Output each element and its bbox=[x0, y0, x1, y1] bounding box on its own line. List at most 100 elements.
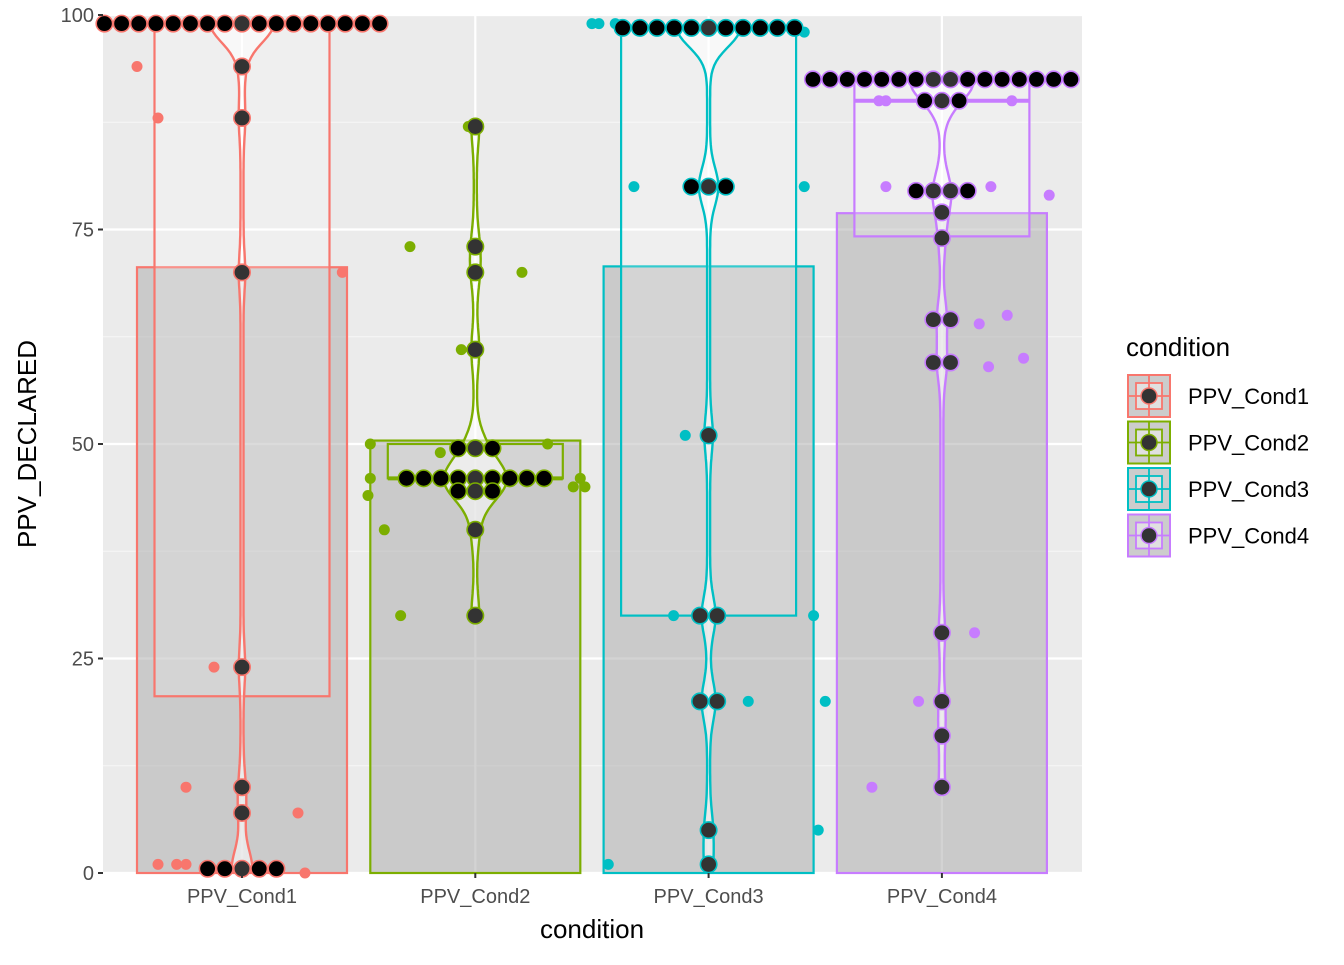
jitter-point bbox=[336, 266, 348, 278]
dotplot-dot bbox=[215, 14, 234, 33]
dotplot-dot bbox=[665, 18, 684, 37]
jitter-point bbox=[973, 318, 985, 330]
dotplot-dot bbox=[466, 520, 485, 539]
dotplot-dot bbox=[924, 181, 943, 200]
dotplot-dot bbox=[233, 108, 252, 127]
dotplot-dot bbox=[958, 70, 977, 89]
dotplot-dot bbox=[535, 469, 554, 488]
dotplot-dot bbox=[449, 439, 468, 458]
dotplot-dot bbox=[483, 439, 502, 458]
dotplot-dot bbox=[932, 623, 951, 642]
dotplot-dot bbox=[613, 18, 632, 37]
dotplot-dot bbox=[95, 14, 114, 33]
jitter-point bbox=[812, 824, 824, 836]
jitter-point bbox=[364, 438, 376, 450]
jitter-point bbox=[880, 95, 892, 107]
jitter-point bbox=[1001, 309, 1013, 321]
dotplot-dot bbox=[198, 14, 217, 33]
dotplot-dot bbox=[768, 18, 787, 37]
plot-layers bbox=[95, 14, 1080, 879]
jitter-point bbox=[985, 181, 997, 193]
jitter-point bbox=[542, 438, 554, 450]
dotplot-dot bbox=[233, 57, 252, 76]
jitter-point bbox=[579, 481, 591, 493]
dotplot-dot bbox=[932, 692, 951, 711]
y-tick-label: 100 bbox=[61, 5, 94, 27]
legend-item-PPV_Cond2: PPV_Cond2 bbox=[1127, 420, 1309, 465]
jitter-point bbox=[299, 867, 311, 879]
dotplot-dot bbox=[466, 237, 485, 256]
dotplot-dot bbox=[941, 70, 960, 89]
dotplot-dot bbox=[838, 70, 857, 89]
x-tick-label: PPV_Cond2 bbox=[420, 886, 530, 908]
jitter-point bbox=[602, 858, 614, 870]
dotplot-dot bbox=[975, 70, 994, 89]
dotplot-dot bbox=[414, 469, 433, 488]
legend-title: condition bbox=[1126, 332, 1230, 362]
jitter-point bbox=[1018, 352, 1030, 364]
jitter-point bbox=[378, 524, 390, 536]
dotplot-dot bbox=[907, 70, 926, 89]
dotplot-dot bbox=[932, 726, 951, 745]
dotplot-dot bbox=[647, 18, 666, 37]
dotplot-dot bbox=[821, 70, 840, 89]
dotplot-dot bbox=[449, 482, 468, 501]
dotplot-dot bbox=[950, 91, 969, 110]
legend-label: PPV_Cond4 bbox=[1188, 524, 1309, 549]
legend: condition PPV_Cond1 PPV_Cond2 PPV_Cond3 PPV… bbox=[1126, 332, 1309, 558]
dotplot-dot bbox=[630, 18, 649, 37]
dotplot-dot bbox=[267, 14, 286, 33]
dotplot-dot bbox=[164, 14, 183, 33]
jitter-point bbox=[152, 858, 164, 870]
x-tick-label: PPV_Cond3 bbox=[654, 886, 764, 908]
jitter-point bbox=[628, 181, 640, 193]
dotplot-dot bbox=[932, 229, 951, 248]
jitter-point bbox=[983, 361, 995, 373]
dotplot-dot bbox=[250, 14, 269, 33]
y-tick-label: 0 bbox=[83, 863, 94, 885]
dotplot-dot bbox=[924, 353, 943, 372]
jitter-point bbox=[1006, 95, 1018, 107]
dotplot-dot bbox=[233, 803, 252, 822]
jitter-point bbox=[866, 781, 878, 793]
jitter-point bbox=[574, 472, 586, 484]
condition-group-PPV_Cond4 bbox=[803, 70, 1080, 875]
jitter-point bbox=[798, 181, 810, 193]
dotplot-dot bbox=[889, 70, 908, 89]
dotplot-dot bbox=[301, 14, 320, 33]
y-tick-label: 50 bbox=[72, 434, 94, 456]
jitter-point bbox=[913, 695, 925, 707]
dotplot-dot bbox=[924, 310, 943, 329]
dotplot-dot bbox=[466, 263, 485, 282]
dotplot-dot bbox=[941, 181, 960, 200]
jitter-point bbox=[1043, 189, 1055, 201]
legend-key-dot bbox=[1140, 480, 1158, 498]
dotplot-dot bbox=[803, 70, 822, 89]
dotplot-dot bbox=[466, 117, 485, 136]
dotplot-dot bbox=[112, 14, 131, 33]
legend-label: PPV_Cond1 bbox=[1188, 384, 1309, 409]
y-axis-title: PPV_DECLARED bbox=[12, 340, 42, 548]
legend-key-dot bbox=[1140, 387, 1158, 405]
jitter-point bbox=[180, 858, 192, 870]
dotplot-dot bbox=[466, 606, 485, 625]
jitter-point bbox=[180, 781, 192, 793]
dotplot-dot bbox=[682, 18, 701, 37]
dotplot-dot bbox=[941, 310, 960, 329]
dotplot-dot bbox=[353, 14, 372, 33]
dotplot-dot bbox=[733, 18, 752, 37]
dotplot-dot bbox=[267, 859, 286, 878]
y-axis: 0 25 50 75 100 bbox=[61, 5, 103, 885]
legend-item-PPV_Cond3: PPV_Cond3 bbox=[1127, 467, 1309, 511]
x-tick-label: PPV_Cond1 bbox=[187, 886, 297, 908]
dotplot-dot bbox=[699, 177, 718, 196]
dotplot-dot bbox=[1061, 70, 1080, 89]
dotplot-dot bbox=[932, 778, 951, 797]
dotplot-dot bbox=[215, 859, 234, 878]
jitter-point bbox=[668, 610, 680, 622]
x-axis: PPV_Cond1 PPV_Cond2 PPV_Cond3 PPV_Cond4 bbox=[187, 873, 997, 908]
dotplot-dot bbox=[907, 181, 926, 200]
dotplot-dot bbox=[855, 70, 874, 89]
legend-key-dot bbox=[1140, 433, 1158, 452]
